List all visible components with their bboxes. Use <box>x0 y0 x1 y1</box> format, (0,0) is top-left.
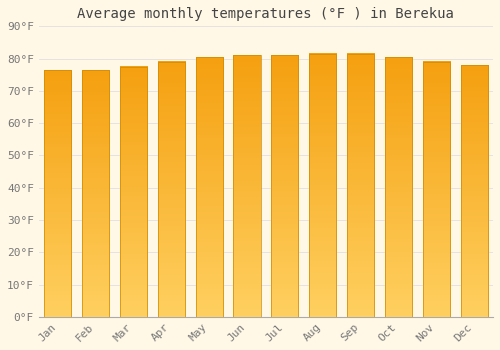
Bar <box>347 54 374 317</box>
Bar <box>460 65 488 317</box>
Bar <box>158 62 185 317</box>
Bar <box>44 70 72 317</box>
Bar <box>271 55 298 317</box>
Bar <box>120 66 147 317</box>
Bar <box>196 57 223 317</box>
Bar <box>422 62 450 317</box>
Bar <box>309 54 336 317</box>
Bar <box>385 57 412 317</box>
Bar <box>234 55 260 317</box>
Bar <box>82 70 109 317</box>
Title: Average monthly temperatures (°F ) in Berekua: Average monthly temperatures (°F ) in Be… <box>78 7 454 21</box>
